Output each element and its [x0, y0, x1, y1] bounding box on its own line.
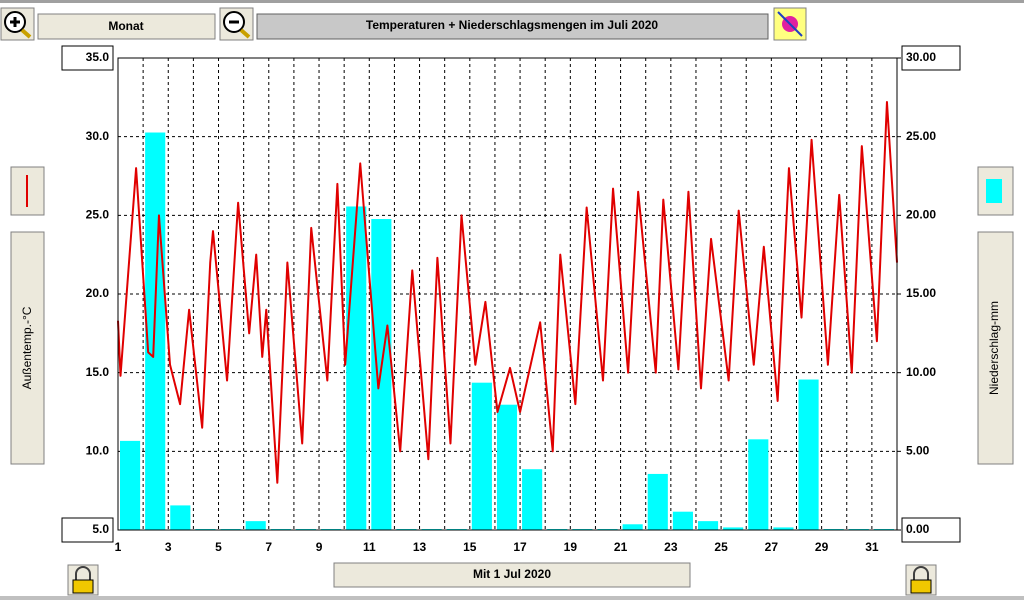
precipitation-axis-button[interactable]: Niederschlag-mm [977, 231, 1014, 465]
y-tick-label: 10.0 [86, 444, 110, 458]
bar [647, 473, 668, 530]
x-tick-label: 17 [513, 540, 527, 554]
y-tick-label: 5.0 [92, 522, 109, 536]
period-button-label: Monat [108, 19, 143, 33]
title-bar: Temperaturen + Niederschlagsmengen im Ju… [256, 13, 769, 40]
x-tick-label: 1 [115, 540, 122, 554]
bar [622, 524, 643, 530]
bar [371, 219, 392, 530]
y2-tick-label: 30.00 [906, 50, 936, 64]
bar [697, 521, 719, 530]
y-tick-label: 25.0 [86, 208, 110, 222]
x-tick-label: 15 [463, 540, 477, 554]
bar [120, 440, 141, 530]
x-tick-label: 23 [664, 540, 678, 554]
x-tick-label: 3 [165, 540, 172, 554]
bar [748, 439, 769, 530]
precipitation-legend-button[interactable] [977, 166, 1014, 216]
date-button-label: Mit 1 Jul 2020 [473, 567, 551, 581]
y2-tick-label: 20.00 [906, 208, 936, 222]
x-tick-label: 21 [614, 540, 628, 554]
period-button[interactable]: Monat [37, 13, 216, 40]
bar [346, 206, 367, 530]
y2-tick-label: 10.00 [906, 365, 936, 379]
y-tick-label: 35.0 [86, 50, 110, 64]
temperature-axis-label: Außentemp.-°C [20, 306, 34, 389]
bar [496, 404, 518, 530]
chart-title: Temperaturen + Niederschlagsmengen im Ju… [366, 18, 659, 32]
left-lock-button[interactable] [67, 564, 99, 596]
x-tick-label: 9 [316, 540, 323, 554]
color-settings-button[interactable] [773, 7, 807, 41]
x-tick-label: 11 [363, 540, 376, 554]
y2-tick-label: 25.00 [906, 129, 936, 143]
bar [522, 469, 543, 530]
bottom-border [0, 596, 1024, 600]
precipitation-axis-label: Niederschlag-mm [987, 301, 1001, 395]
zoom-in-button[interactable] [0, 7, 35, 41]
temperature-legend-button[interactable] [10, 166, 45, 216]
top-border [0, 0, 1024, 3]
x-tick-label: 25 [714, 540, 728, 554]
bar [245, 521, 266, 530]
tick-label-box [61, 517, 114, 543]
bar [170, 505, 191, 530]
right-lock-button[interactable] [905, 564, 937, 596]
zoom-out-button[interactable] [219, 7, 254, 41]
y2-tick-label: 5.00 [906, 444, 930, 458]
x-tick-label: 29 [815, 540, 829, 554]
bar [471, 382, 492, 530]
x-tick-label: 27 [765, 540, 779, 554]
temperature-axis-button[interactable]: Außentemp.-°C [10, 231, 45, 465]
y2-tick-label: 15.00 [906, 286, 936, 300]
tick-label-box [901, 517, 961, 543]
bar [798, 379, 819, 530]
x-tick-label: 31 [865, 540, 879, 554]
x-tick-label: 13 [413, 540, 427, 554]
tick-label-box [901, 45, 961, 71]
plot: 1 3 5 7 9 11 13 15 17 19 21 23 25 27 29 315.010.015.020… [61, 45, 961, 554]
x-tick-label: 7 [265, 540, 272, 554]
bar [672, 511, 693, 530]
y2-tick-label: 0.00 [906, 522, 930, 536]
plot-border [117, 57, 898, 531]
y-tick-label: 20.0 [86, 286, 110, 300]
x-tick-label: 19 [564, 540, 578, 554]
date-button[interactable]: Mit 1 Jul 2020 [333, 562, 691, 588]
y-tick-label: 15.0 [86, 365, 110, 379]
temperature-line [117, 101, 898, 484]
x-tick-label: 5 [215, 540, 222, 554]
y-tick-label: 30.0 [86, 129, 110, 143]
bar [773, 527, 794, 530]
tick-label-box [61, 45, 114, 71]
bar [723, 527, 744, 530]
